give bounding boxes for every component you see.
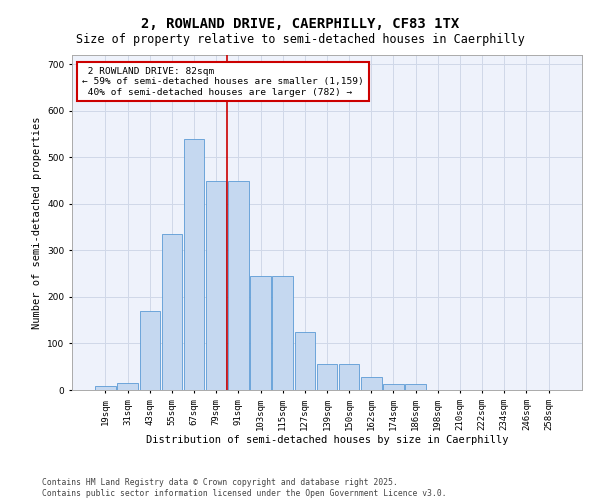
Bar: [161, 234, 182, 390]
Bar: [272, 276, 293, 390]
Bar: [140, 311, 160, 390]
Bar: [361, 377, 382, 390]
Text: 2 ROWLAND DRIVE: 82sqm
← 59% of semi-detached houses are smaller (1,159)
 40% of: 2 ROWLAND DRIVE: 82sqm ← 59% of semi-det…: [82, 66, 364, 96]
Bar: [383, 384, 404, 390]
Bar: [206, 180, 226, 390]
Text: Contains HM Land Registry data © Crown copyright and database right 2025.
Contai: Contains HM Land Registry data © Crown c…: [42, 478, 446, 498]
Bar: [406, 384, 426, 390]
Bar: [317, 364, 337, 390]
Bar: [295, 332, 315, 390]
Text: Size of property relative to semi-detached houses in Caerphilly: Size of property relative to semi-detach…: [76, 32, 524, 46]
Bar: [228, 180, 248, 390]
Bar: [250, 276, 271, 390]
Y-axis label: Number of semi-detached properties: Number of semi-detached properties: [32, 116, 41, 329]
X-axis label: Distribution of semi-detached houses by size in Caerphilly: Distribution of semi-detached houses by …: [146, 436, 508, 446]
Bar: [118, 383, 138, 390]
Text: 2, ROWLAND DRIVE, CAERPHILLY, CF83 1TX: 2, ROWLAND DRIVE, CAERPHILLY, CF83 1TX: [141, 18, 459, 32]
Bar: [184, 138, 204, 390]
Bar: [95, 386, 116, 390]
Bar: [339, 364, 359, 390]
